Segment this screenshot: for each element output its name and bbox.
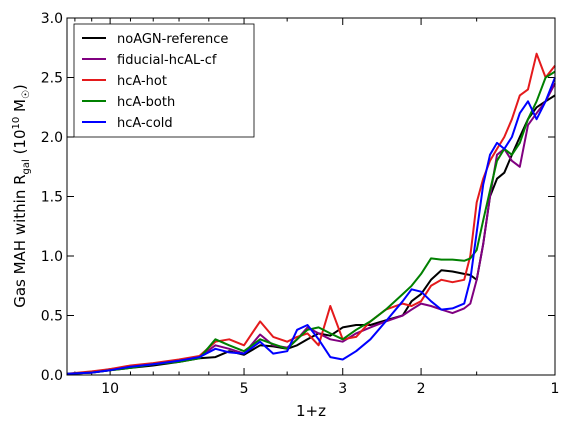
legend-label: noAGN-reference [117, 32, 228, 47]
legend-label: fiducial-hcAL-cf [117, 53, 217, 68]
series-layer [66, 52, 556, 375]
legend-label: hcA-cold [117, 116, 173, 131]
y-tick-label: 3.0 [41, 11, 63, 27]
x-tick-label: 10 [101, 381, 119, 397]
legend-label: hcA-both [117, 95, 175, 110]
y-axis-label-unit-open: (10 [11, 129, 29, 159]
x-tick-labels: 10 5 3 2 1 [101, 381, 559, 397]
y-axis-label-sub: gal [21, 159, 32, 174]
y-axis-label-unit-sun: ☉ [21, 90, 32, 99]
legend: noAGN-reference fiducial-hcAL-cf hcA-hot hc… [73, 23, 255, 138]
y-axis-label-unit-exp: 10 [11, 117, 22, 130]
series-line-hcA-cold [66, 77, 556, 375]
legend-label: hcA-hot [117, 74, 167, 89]
y-tick-label: 0.0 [41, 368, 63, 384]
series-line-hcA-both [66, 70, 556, 375]
y-tick-label: 1.5 [41, 190, 63, 206]
plot-frame [66, 17, 556, 376]
x-tick-label: 2 [417, 381, 426, 397]
series-line-noAGN-reference [66, 94, 556, 375]
y-axis-label: Gas MAH within Rgal (1010 M☉) [11, 84, 32, 308]
y-axis-label-unit-close: ) [11, 84, 29, 90]
y-tick-label: 0.5 [41, 309, 63, 325]
y-axis-label-unit-mid: M [11, 99, 29, 117]
x-tick-label: 5 [240, 381, 249, 397]
y-axis-label-main: Gas MAH within R [11, 174, 29, 307]
x-tick-label: 3 [338, 381, 347, 397]
x-axis-label: 1+z [296, 402, 326, 420]
series-line-fiducial-hcAL-cf [66, 82, 556, 375]
x-tick-label: 1 [551, 381, 560, 397]
y-tick-labels: 0.0 0.5 1.0 1.5 2.0 2.5 3.0 [41, 11, 63, 384]
y-tick-label: 1.0 [41, 249, 63, 265]
y-tick-label: 2.5 [41, 71, 63, 87]
y-tick-label: 2.0 [41, 130, 63, 146]
